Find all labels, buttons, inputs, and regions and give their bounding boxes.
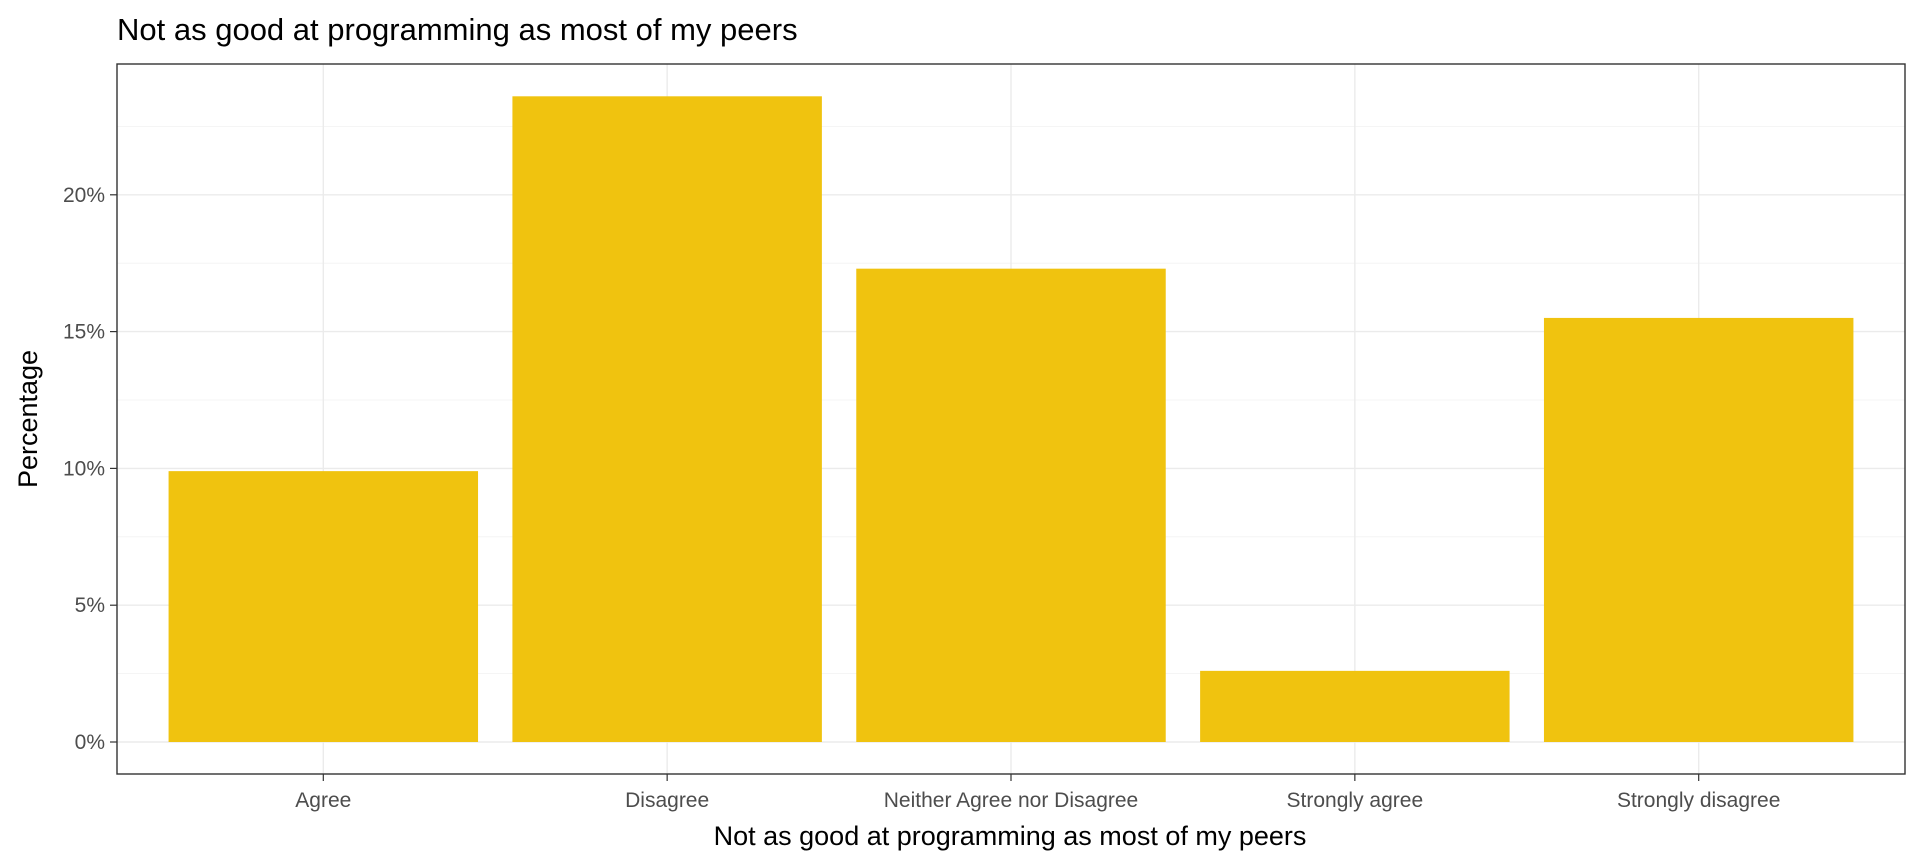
plot-panel bbox=[116, 63, 1906, 775]
bar bbox=[512, 96, 822, 742]
x-tick-label: Neither Agree nor Disagree bbox=[884, 789, 1138, 812]
chart-title: Not as good at programming as most of my… bbox=[117, 12, 798, 47]
y-axis: 0% 5% 10% 15% 20% bbox=[63, 184, 117, 754]
x-axis-title: Not as good at programming as most of my… bbox=[714, 821, 1307, 851]
bar bbox=[856, 268, 1166, 742]
y-tick-label: 5% bbox=[75, 594, 105, 617]
bars bbox=[168, 96, 1854, 742]
bar bbox=[168, 471, 479, 742]
y-tick-label: 15% bbox=[63, 321, 105, 344]
bar bbox=[1543, 317, 1854, 742]
y-tick-label: 10% bbox=[63, 457, 105, 480]
x-axis: Agree Disagree Neither Agree nor Disagree S… bbox=[295, 774, 1780, 812]
y-tick-label: 20% bbox=[63, 184, 105, 207]
x-tick-label: Strongly agree bbox=[1287, 789, 1424, 812]
y-axis-title: Percentage bbox=[13, 350, 43, 488]
y-tick-label: 0% bbox=[75, 731, 105, 754]
x-tick-label: Disagree bbox=[625, 789, 709, 812]
bar bbox=[1200, 670, 1510, 742]
x-tick-label: Strongly disagree bbox=[1617, 789, 1780, 812]
x-tick-label: Agree bbox=[295, 789, 351, 812]
